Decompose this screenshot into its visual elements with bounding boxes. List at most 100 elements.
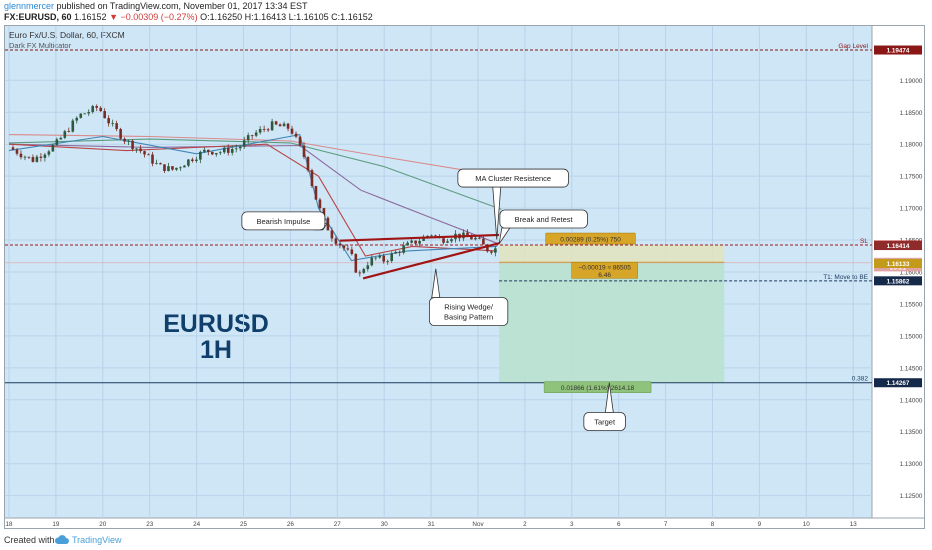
annotations[interactable]: MA Cluster Resistence Break and Retest Bea… — [241, 168, 626, 431]
time-tick-label: 20 — [99, 521, 107, 528]
candle-body — [246, 135, 250, 141]
candle-body — [115, 123, 118, 130]
candle-body — [470, 236, 473, 240]
candle-body — [179, 167, 182, 169]
candle-body — [370, 257, 374, 266]
callout[interactable]: Rising Wedge/Basing Pattern — [429, 268, 509, 327]
candle-body — [91, 106, 95, 112]
time-tick-label: 8 — [711, 521, 715, 528]
candle-body — [442, 238, 445, 243]
callout[interactable]: Break and Retest — [498, 209, 588, 245]
candle-body — [131, 140, 134, 150]
candle-body — [151, 154, 154, 164]
callout-box — [499, 209, 588, 229]
price-badge-box — [874, 276, 922, 286]
candle-body — [298, 136, 302, 146]
tradingview-logo-text[interactable]: TradingView — [72, 535, 122, 545]
price-badge-box — [874, 378, 922, 388]
price-tick-label: 1.18500 — [900, 110, 923, 117]
callout[interactable]: Target — [583, 382, 626, 431]
candle-body — [482, 238, 485, 245]
candle-body — [218, 152, 222, 154]
candle-body — [99, 107, 102, 112]
callout-box — [457, 168, 569, 188]
moving-average-line — [8, 143, 497, 244]
price-badge: 1.19474 — [887, 48, 910, 55]
candle-body — [75, 117, 79, 121]
candle-body — [422, 236, 425, 241]
watermark-symbol: EURUSD — [163, 310, 269, 338]
time-tick-label: 23 — [146, 521, 154, 528]
price-tick-label: 1.16000 — [900, 270, 923, 277]
last-price: 1.16152 — [74, 12, 107, 22]
candle-body — [163, 164, 166, 172]
candle-body — [386, 260, 390, 262]
rising-wedge[interactable] — [339, 233, 500, 280]
candle-body — [450, 239, 453, 242]
price-tick-label: 1.18000 — [900, 142, 923, 149]
candle-body — [67, 131, 71, 132]
price-badge-box — [874, 45, 922, 55]
candle-body — [211, 151, 214, 155]
callout[interactable]: MA Cluster Resistence — [457, 168, 569, 240]
candle-body — [23, 156, 27, 158]
chart-frame[interactable]: Euro Fx/U.S. Dollar, 60, FXCM Dark FX Mu… — [4, 25, 925, 529]
callout[interactable]: Bearish Impulse — [241, 211, 329, 231]
candle-body — [354, 254, 358, 273]
candle-body — [51, 144, 55, 152]
moving-averages — [8, 133, 502, 262]
candle-body — [199, 151, 202, 160]
candle-body — [250, 135, 254, 136]
candle-body — [119, 129, 122, 139]
candle-body — [123, 138, 126, 142]
price-change: ▼ −0.00309 (−0.27%) — [109, 12, 198, 22]
candle-body — [63, 131, 67, 138]
candle-body — [330, 230, 334, 239]
candle-body — [242, 140, 246, 147]
candle-body — [167, 166, 170, 172]
candle-body — [39, 156, 43, 158]
candle-body — [27, 156, 31, 158]
price-badge: 1.14267 — [887, 380, 910, 387]
candle-body — [103, 111, 106, 119]
candle-body — [290, 128, 294, 134]
price-tick-label: 1.15500 — [900, 301, 923, 308]
chart-title: Euro Fx/U.S. Dollar, 60, FXCM — [9, 30, 125, 40]
ohlc-values: O:1.16250 H:1.16413 L:1.16105 C:1.16152 — [200, 12, 373, 22]
time-tick-label: 7 — [664, 521, 668, 528]
candle-body — [203, 149, 206, 152]
candle-body — [191, 159, 194, 162]
price-badge: 1.16133 — [887, 261, 910, 268]
moving-average-line — [8, 138, 502, 210]
callout-text: Break and Retest — [515, 215, 574, 224]
indicator-name[interactable]: Dark FX Multicator — [9, 41, 72, 50]
symbol-label: FX:EURUSD, 60 — [4, 12, 72, 22]
candle-body — [414, 240, 417, 244]
time-tick-label: 3 — [570, 521, 574, 528]
price-tick-label: 1.14500 — [900, 365, 923, 372]
time-axis: 18 19 20 23 24 25 26 27 30 31 Nov 2 3 6 7 8 9 10 13 — [5, 521, 857, 528]
candle-body — [55, 139, 59, 145]
wedge-upper-line — [339, 233, 500, 242]
candle-body — [418, 240, 421, 244]
candle-body — [143, 151, 146, 155]
candle-body — [107, 118, 110, 124]
candle-body — [87, 111, 91, 114]
candle-body — [270, 121, 274, 131]
callout-text: Bearish Impulse — [256, 217, 310, 226]
candle-body — [274, 121, 278, 125]
candle-body — [171, 166, 174, 170]
price-chart[interactable]: Euro Fx/U.S. Dollar, 60, FXCM Dark FX Mu… — [5, 26, 924, 528]
callout-text: Rising Wedge/ — [444, 303, 494, 312]
candle-body — [111, 123, 114, 125]
candle-body — [139, 148, 142, 152]
tradingview-cloud-icon — [54, 534, 70, 547]
author-link[interactable]: glennmercer — [4, 1, 55, 11]
candle-body — [47, 151, 51, 155]
time-tick-label: 26 — [287, 521, 295, 528]
candle-body — [466, 232, 469, 237]
candle-body — [302, 145, 306, 157]
candle-body — [266, 129, 270, 131]
candle-body — [43, 154, 47, 158]
